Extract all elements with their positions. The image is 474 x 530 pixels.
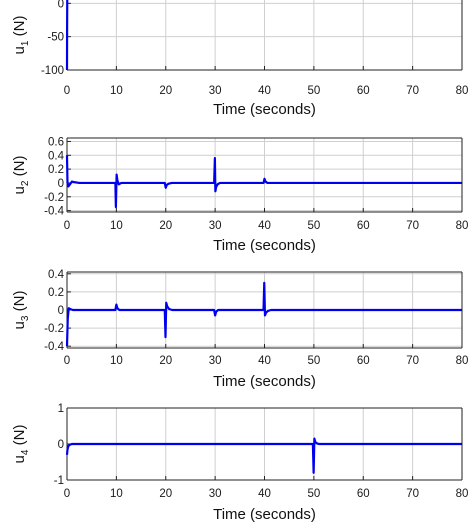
x-tick-label: 70: [406, 355, 419, 367]
y-tick-label: -0.2: [44, 192, 64, 204]
y-tick-label: -0.4: [44, 206, 64, 218]
x-tick-label: 10: [110, 85, 123, 97]
y-tick-label: 0: [58, 305, 64, 317]
y-tick-label: 0: [58, 439, 64, 451]
x-axis-label: Time (seconds): [213, 506, 316, 523]
x-tick-label: 50: [307, 85, 320, 97]
x-tick-label: 60: [357, 355, 370, 367]
y-axis-label-subscript: 2: [20, 180, 31, 186]
y-axis-label: u3 (N): [11, 291, 31, 330]
x-tick-label: 20: [159, 220, 172, 232]
x-tick-label: 50: [307, 220, 320, 232]
y-axis-label-unit: (N): [11, 425, 28, 450]
y-tick-label: -0.2: [44, 323, 64, 335]
x-tick-label: 60: [357, 220, 370, 232]
x-tick-label: 40: [258, 355, 271, 367]
y-tick-label: 0.2: [48, 287, 64, 299]
x-tick-label: 0: [64, 355, 70, 367]
y-axis-label-subscript: 4: [20, 449, 31, 455]
y-tick-label: 0.6: [48, 136, 64, 148]
subplot-2: 0 10 20 30 40 50 60 70 80 -0.4 -0.2 0 0.2 0.4 0.6 Time …: [11, 136, 468, 254]
x-tick-label: 10: [110, 488, 123, 500]
x-tick-label: 30: [209, 355, 222, 367]
subplot-1: 0 10 20 30 40 50 60 70 80 -100 -50 0 Time (seconds) u…: [11, 0, 468, 118]
x-axis-label: Time (seconds): [213, 101, 316, 118]
x-tick-label: 10: [110, 355, 123, 367]
x-tick-label: 70: [406, 85, 419, 97]
x-tick-label: 60: [357, 85, 370, 97]
x-tick-label: 40: [258, 85, 271, 97]
series-line: [65, 437, 462, 474]
y-axis-label-subscript: 1: [20, 40, 31, 46]
x-tick-label: 80: [456, 85, 469, 97]
y-tick-label: -50: [47, 32, 64, 44]
y-axis-label-main: u: [11, 46, 28, 54]
x-tick-label: 0: [64, 85, 70, 97]
y-axis-label-main: u: [11, 321, 28, 329]
x-tick-label: 70: [406, 220, 419, 232]
x-axis-label: Time (seconds): [213, 373, 316, 390]
y-tick-label: -1: [54, 475, 64, 487]
y-tick-label: 0.4: [48, 150, 65, 162]
x-tick-label: 80: [456, 488, 469, 500]
y-axis-label-unit: (N): [11, 156, 28, 181]
x-tick-label: 80: [456, 220, 469, 232]
y-tick-label: 0: [58, 0, 64, 10]
x-tick-label: 70: [406, 488, 419, 500]
y-tick-label: 1: [58, 403, 64, 415]
x-tick-label: 20: [159, 355, 172, 367]
y-tick-label: -0.4: [44, 341, 64, 353]
x-tick-label: 20: [159, 488, 172, 500]
x-tick-label: 20: [159, 85, 172, 97]
y-axis-label-subscript: 3: [20, 315, 31, 321]
x-tick-label: 0: [64, 220, 70, 232]
y-tick-label: 0.4: [48, 269, 65, 281]
y-tick-label: -100: [41, 65, 64, 77]
x-tick-label: 80: [456, 355, 469, 367]
series-line: [65, 155, 462, 209]
y-axis-label: u4 (N): [11, 425, 31, 464]
x-tick-label: 10: [110, 220, 123, 232]
y-tick-label: 0: [58, 178, 64, 190]
x-tick-label: 0: [64, 488, 70, 500]
x-tick-label: 30: [209, 85, 222, 97]
x-tick-label: 60: [357, 488, 370, 500]
x-tick-label: 30: [209, 488, 222, 500]
y-tick-label: 0.2: [48, 164, 64, 176]
y-axis-label-unit: (N): [11, 16, 28, 41]
x-tick-label: 40: [258, 488, 271, 500]
y-axis-label: u2 (N): [11, 156, 31, 195]
subplot-3: 0 10 20 30 40 50 60 70 80 -0.4 -0.2 0 0.2 0.4 Time (se…: [11, 269, 468, 390]
y-axis-label-unit: (N): [11, 291, 28, 316]
x-tick-label: 50: [307, 488, 320, 500]
y-axis-label-main: u: [11, 455, 28, 463]
x-tick-label: 50: [307, 355, 320, 367]
x-axis-label: Time (seconds): [213, 237, 316, 254]
y-axis-label: u1 (N): [11, 16, 31, 55]
y-axis-label-main: u: [11, 186, 28, 194]
x-tick-label: 30: [209, 220, 222, 232]
series-line: [65, 281, 462, 347]
x-tick-label: 40: [258, 220, 271, 232]
